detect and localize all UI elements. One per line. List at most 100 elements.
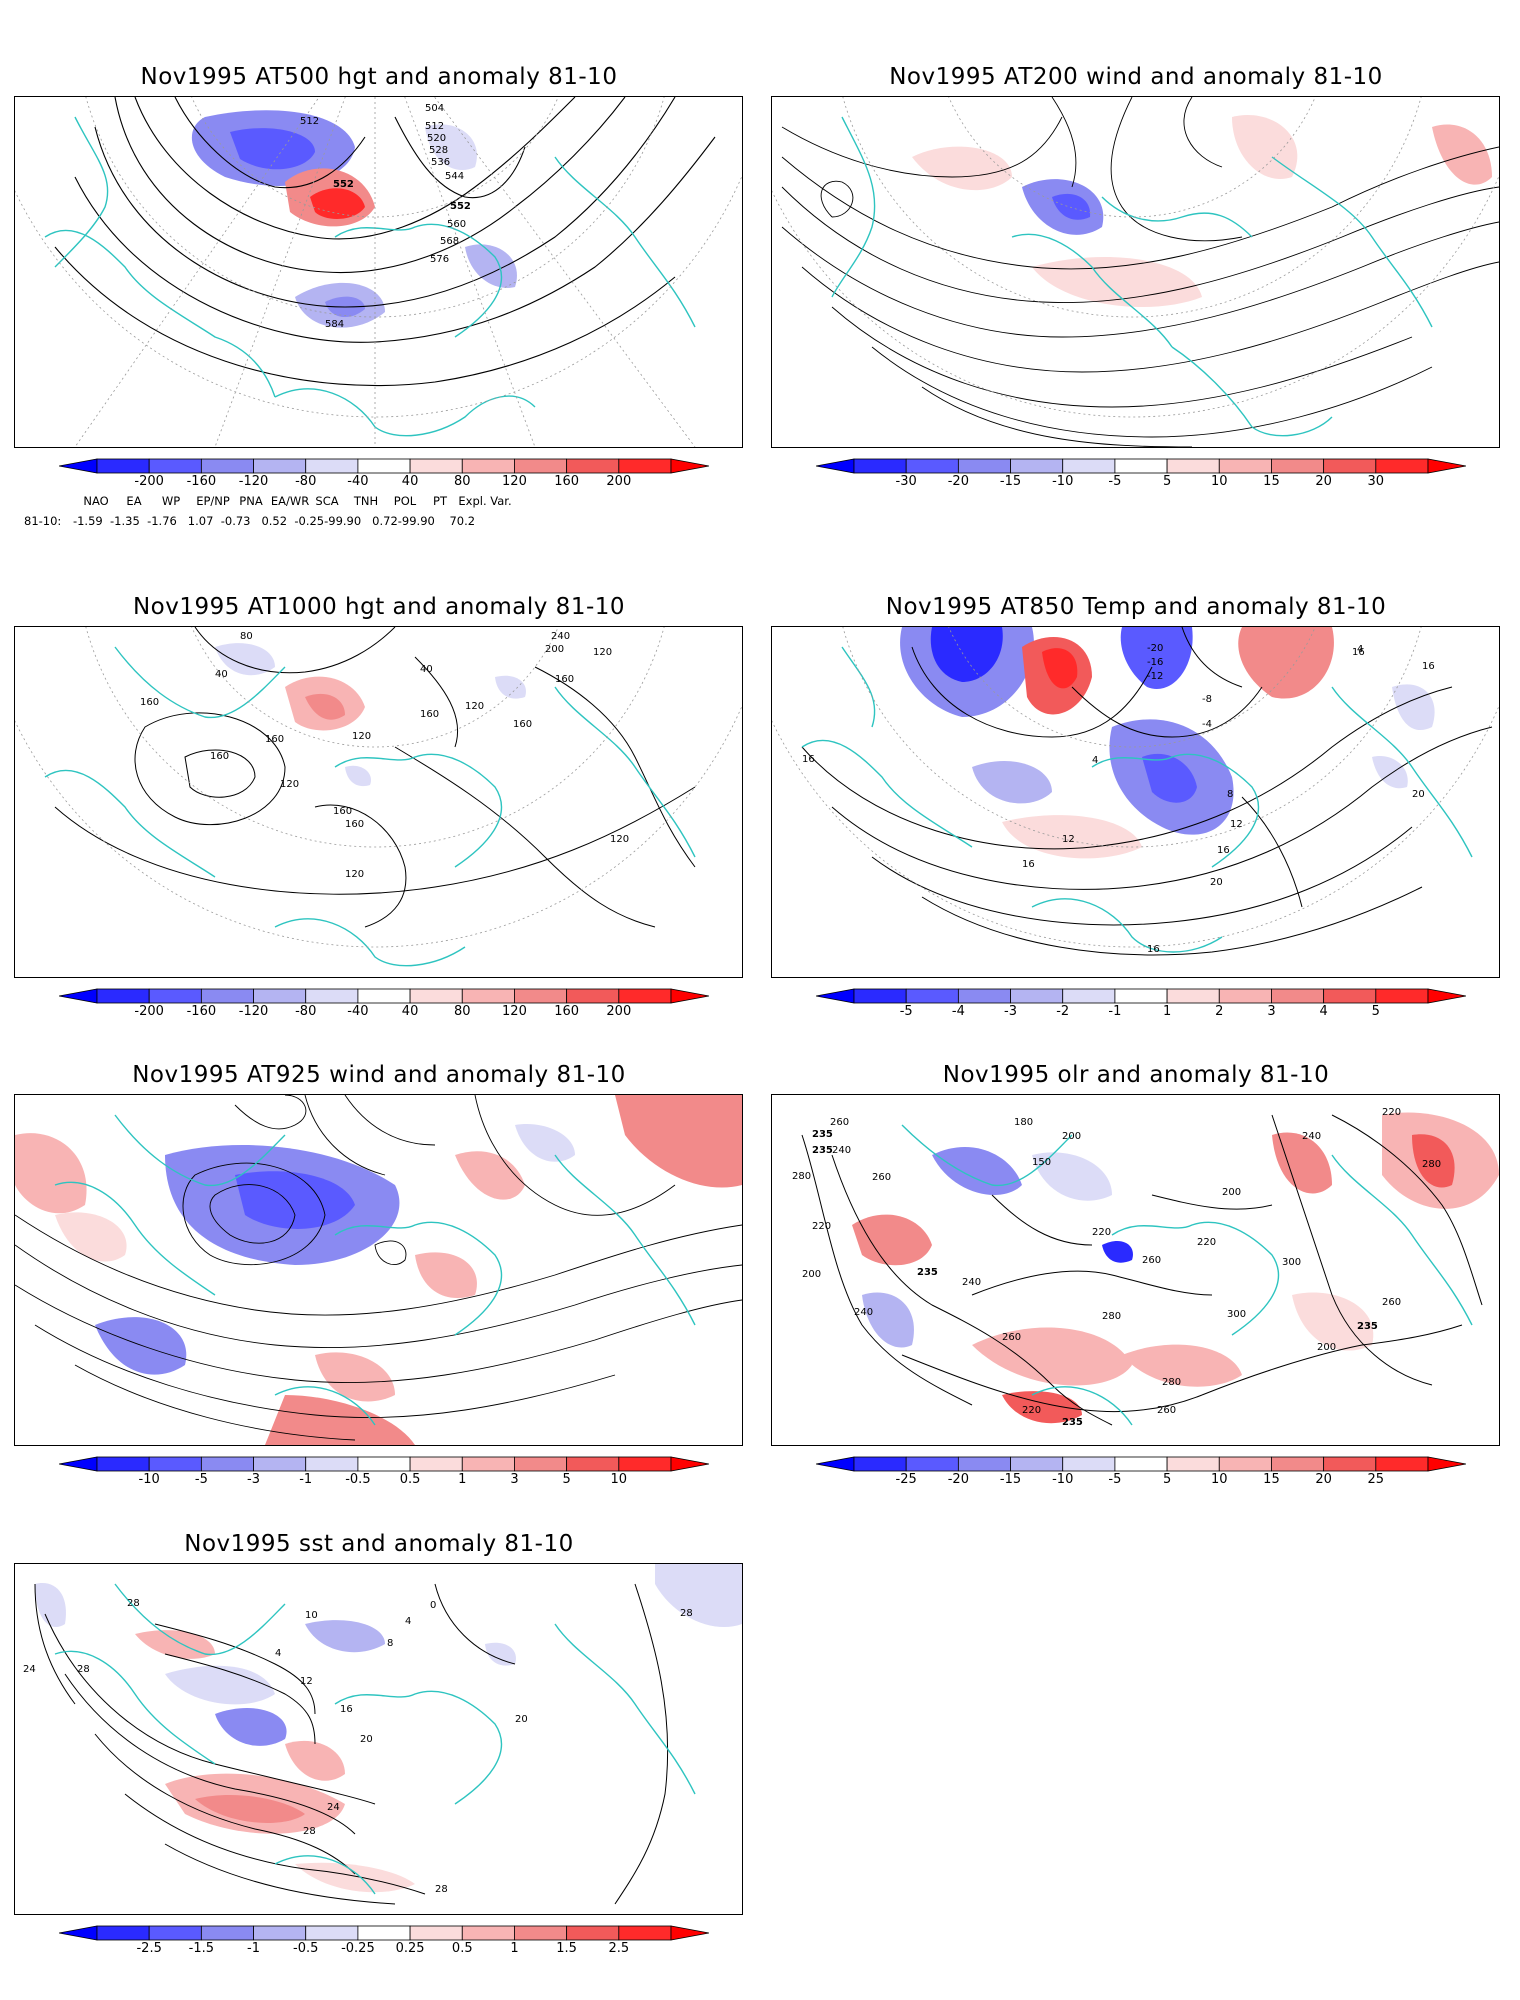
contour-label: 220 (1382, 1107, 1401, 1118)
contour-label: 576 (430, 254, 449, 265)
contour-lines (54, 627, 696, 928)
coastlines (831, 116, 1433, 437)
colorbar-tick-label: 20 (1315, 474, 1332, 489)
anomaly-shading (1122, 1344, 1242, 1387)
colorbar-swatch (1062, 1456, 1116, 1472)
contour-label: 300 (1227, 1309, 1246, 1320)
anomaly-shading (230, 128, 315, 170)
contour-label: -8 (1202, 694, 1212, 705)
anomaly-shading (305, 693, 345, 720)
anomaly-shading (1032, 257, 1202, 307)
map-frame (14, 1094, 743, 1446)
anomaly-shading (930, 627, 1003, 682)
panel-title: Nov1995 AT200 wind and anomaly 81-10 (889, 64, 1383, 90)
colorbar-left-arrow (58, 1925, 98, 1941)
colorbar-tick-label: -40 (347, 474, 369, 489)
anomaly-shading (455, 1151, 525, 1200)
anomaly-shading (1032, 1152, 1112, 1201)
anomaly-shading (425, 124, 477, 171)
colorbar-tick-label: 15 (1263, 474, 1280, 489)
contour-label: 220 (1197, 1237, 1216, 1248)
colorbar-tick-label: 3 (510, 1472, 519, 1487)
anomaly-shading (1052, 193, 1091, 220)
map-frame (771, 96, 1500, 448)
colorbar-tick-label: 120 (502, 1004, 527, 1019)
colorbar-tick-label: 80 (453, 474, 471, 489)
colorbar-left-arrow (58, 458, 98, 474)
colorbar-tick-label: 40 (401, 474, 419, 489)
contour-label: 160 (333, 806, 352, 817)
graticule (15, 627, 742, 948)
map-plot (772, 97, 1499, 447)
colorbar-tick-label: 1 (458, 1472, 467, 1487)
colorbar-swatch (1010, 458, 1064, 474)
colorbar: -200 -160 -120 -80 -40 40 80 120 160 200 (58, 988, 710, 1022)
anomaly-shading (515, 1124, 575, 1162)
contour-label: 260 (1382, 1297, 1401, 1308)
colorbar-left-arrow (815, 1456, 855, 1472)
map-frame: -20 -16 -12 -8 -4 4 8 12 16 16 16 12 16 … (771, 626, 1500, 978)
colorbar-swatches (815, 988, 1467, 1004)
colorbar-tick-label: 0.5 (451, 1941, 473, 1956)
anomaly-shading (55, 1212, 127, 1262)
contour-label: -16 (1147, 657, 1163, 668)
indices-header-cell: NAO (83, 494, 109, 508)
graticule (772, 97, 1499, 418)
panel-at1000: Nov1995 AT1000 hgt and anomaly 81-10 (14, 590, 744, 1030)
panel-at200: Nov1995 AT200 wind and anomaly 81-10 (771, 60, 1501, 545)
anomaly-shading (310, 188, 365, 219)
colorbar-tick-label: 1.5 (556, 1941, 577, 1956)
colorbar-tick-label: 10 (1210, 474, 1228, 489)
colorbar-labels: -25 -20 -15 -10 -5 5 10 15 20 25 (816, 1472, 1466, 1488)
map-plot: -20 -16 -12 -8 -4 4 8 12 16 16 16 12 16 … (772, 627, 1499, 956)
colorbar-swatch (618, 458, 672, 474)
colorbar-right-arrow (1427, 1456, 1467, 1472)
contour-label: 280 (1422, 1159, 1441, 1170)
colorbar-swatch (253, 1925, 307, 1941)
anomaly-shading (295, 1862, 415, 1893)
colorbar-tick-label: 1 (510, 1941, 519, 1956)
colorbar-swatch (1375, 1456, 1429, 1472)
colorbar-swatch (1062, 458, 1116, 474)
colorbar-swatch (96, 1925, 150, 1941)
colorbar-tick-label: -25 (895, 1472, 917, 1487)
contour-label: 560 (447, 219, 466, 230)
contour-label: 16 (802, 754, 815, 765)
streamlines (781, 97, 1499, 447)
anomaly-shading (265, 1395, 415, 1445)
anomaly-shading (1372, 756, 1408, 789)
colorbar-swatches (58, 458, 710, 474)
coastlines (54, 1114, 696, 1426)
anomaly-shading (195, 1794, 305, 1823)
anomaly-shading (305, 1620, 385, 1653)
anomaly-shading (1142, 753, 1197, 803)
contour-label: 220 (1022, 1405, 1041, 1416)
colorbar-tick-label: 20 (1315, 1472, 1332, 1487)
contour-label: 20 (515, 1714, 528, 1725)
colorbar-swatch (957, 988, 1011, 1004)
contour-label: 552 (333, 179, 354, 190)
contour-label: 120 (465, 701, 484, 712)
colorbar-swatches (58, 1925, 710, 1941)
colorbar-swatch (566, 1456, 620, 1472)
anomaly-shading (1238, 627, 1334, 699)
contour-label: 160 (345, 819, 364, 830)
colorbar-tick-label: -5 (899, 1004, 913, 1019)
colorbar-labels: -30 -20 -15 -10 -5 5 10 15 20 30 (816, 474, 1466, 490)
contour-label: 4 (1092, 755, 1098, 766)
anomaly-shading (1002, 815, 1142, 859)
colorbar-tick-label: -120 (238, 1004, 269, 1019)
anomaly-shading (1392, 684, 1435, 731)
contour-label: 528 (429, 145, 448, 156)
contour-label: 16 (1147, 944, 1160, 955)
colorbar-tick-label: -80 (295, 474, 317, 489)
colorbar-swatch (253, 988, 307, 1004)
colorbar-swatch (1271, 1456, 1325, 1472)
indices-header-cell: PT (433, 494, 447, 508)
anomaly-shading (1002, 1391, 1082, 1424)
colorbar-swatch (253, 1456, 307, 1472)
contour-label: 504 (425, 103, 444, 114)
anomaly-shading (932, 1146, 1022, 1195)
colorbar-labels: -5 -4 -3 -2 -1 1 2 3 4 5 (816, 1004, 1466, 1020)
colorbar-tick-label: -10 (1052, 474, 1074, 489)
